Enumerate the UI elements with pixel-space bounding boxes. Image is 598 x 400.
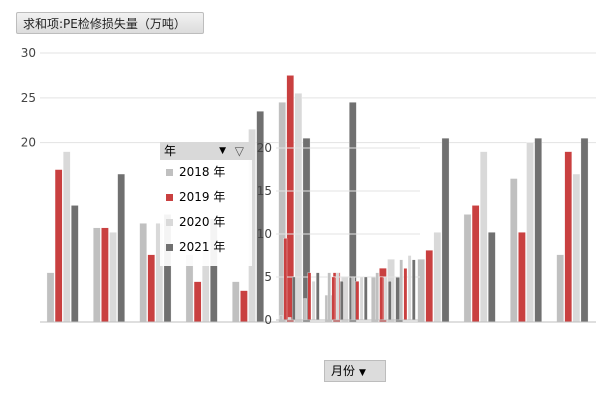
year-legend: 年 ▼ ▽ 2018 年 2019 年 2020 年 2021 年 (160, 142, 252, 266)
bar (311, 281, 316, 321)
bar (407, 255, 412, 321)
bar (463, 214, 472, 323)
y-tick-label: 30 (21, 46, 36, 60)
bar (379, 276, 384, 321)
bar (294, 93, 303, 323)
bar (526, 142, 534, 323)
chevron-down-icon: ▼ (359, 368, 366, 378)
value-field-button[interactable]: 求和项:PE检修损失量（万吨） (16, 12, 204, 34)
bar (283, 238, 288, 321)
bar (54, 169, 63, 323)
y-tick-label: 20 (21, 136, 36, 150)
bar (292, 276, 296, 321)
legend-item[interactable]: 2020 年 (166, 214, 225, 230)
y-tick-label: 25 (21, 91, 36, 105)
y-tick-label: 0 (264, 313, 272, 327)
bar (355, 281, 360, 321)
legend-swatch (166, 169, 173, 176)
bar (510, 178, 518, 323)
legend-swatch (166, 194, 173, 201)
y-tick-label: 10 (257, 227, 272, 241)
bar (518, 232, 526, 323)
legend-swatch (166, 244, 173, 251)
legend-item-label: 2021 年 (179, 240, 226, 254)
bar (147, 254, 155, 323)
bar (383, 276, 388, 321)
legend-item-label: 2018 年 (179, 165, 226, 179)
bar (331, 276, 336, 321)
bar (564, 151, 572, 323)
bar (46, 272, 55, 323)
bar (117, 173, 125, 323)
bar (351, 276, 355, 321)
bar (327, 272, 331, 321)
y-tick-label: 15 (257, 184, 272, 198)
y-tick-label: 5 (264, 270, 272, 284)
bar (240, 290, 248, 323)
legend-item-label: 2020 年 (179, 215, 226, 229)
bar (433, 232, 442, 323)
bar (488, 232, 496, 323)
bar (71, 205, 79, 323)
bar (580, 138, 589, 323)
bar (109, 232, 117, 323)
bar (359, 276, 364, 321)
legend-header: 年 (164, 144, 177, 158)
legend-item-label: 2019 年 (179, 190, 226, 204)
month-field-label: 月份 (331, 364, 356, 378)
bar (388, 281, 392, 321)
bar (375, 272, 379, 321)
bar (101, 227, 109, 323)
legend-item[interactable]: 2019 年 (166, 189, 225, 205)
bar (340, 281, 344, 321)
bar (232, 281, 240, 323)
bar (193, 281, 202, 323)
bar (572, 173, 581, 323)
bar (139, 223, 147, 323)
bar (480, 151, 488, 323)
bar (303, 298, 307, 321)
month-field-button[interactable]: 月份 ▼ (324, 360, 386, 382)
legend-item[interactable]: 2021 年 (166, 239, 225, 255)
legend-swatch (166, 219, 173, 226)
chevron-down-icon[interactable]: ▼ (219, 146, 226, 156)
legend-field-button[interactable]: 年 ▼ ▽ (160, 142, 252, 160)
filter-icon[interactable]: ▽ (234, 144, 244, 158)
legend-item[interactable]: 2018 年 (166, 164, 225, 180)
bar (471, 205, 480, 323)
bar (335, 272, 340, 321)
bar (63, 151, 71, 323)
bar (279, 315, 283, 321)
y-tick-label: 20 (257, 141, 272, 155)
bar (441, 138, 450, 323)
bar (412, 259, 416, 321)
bar (93, 227, 101, 323)
bar (307, 272, 312, 321)
bar (417, 259, 425, 323)
bar (403, 268, 408, 321)
bar (425, 250, 433, 323)
bar (556, 254, 564, 323)
bar (364, 276, 368, 321)
bar (534, 138, 542, 323)
bar (399, 259, 403, 321)
bar (316, 272, 320, 321)
